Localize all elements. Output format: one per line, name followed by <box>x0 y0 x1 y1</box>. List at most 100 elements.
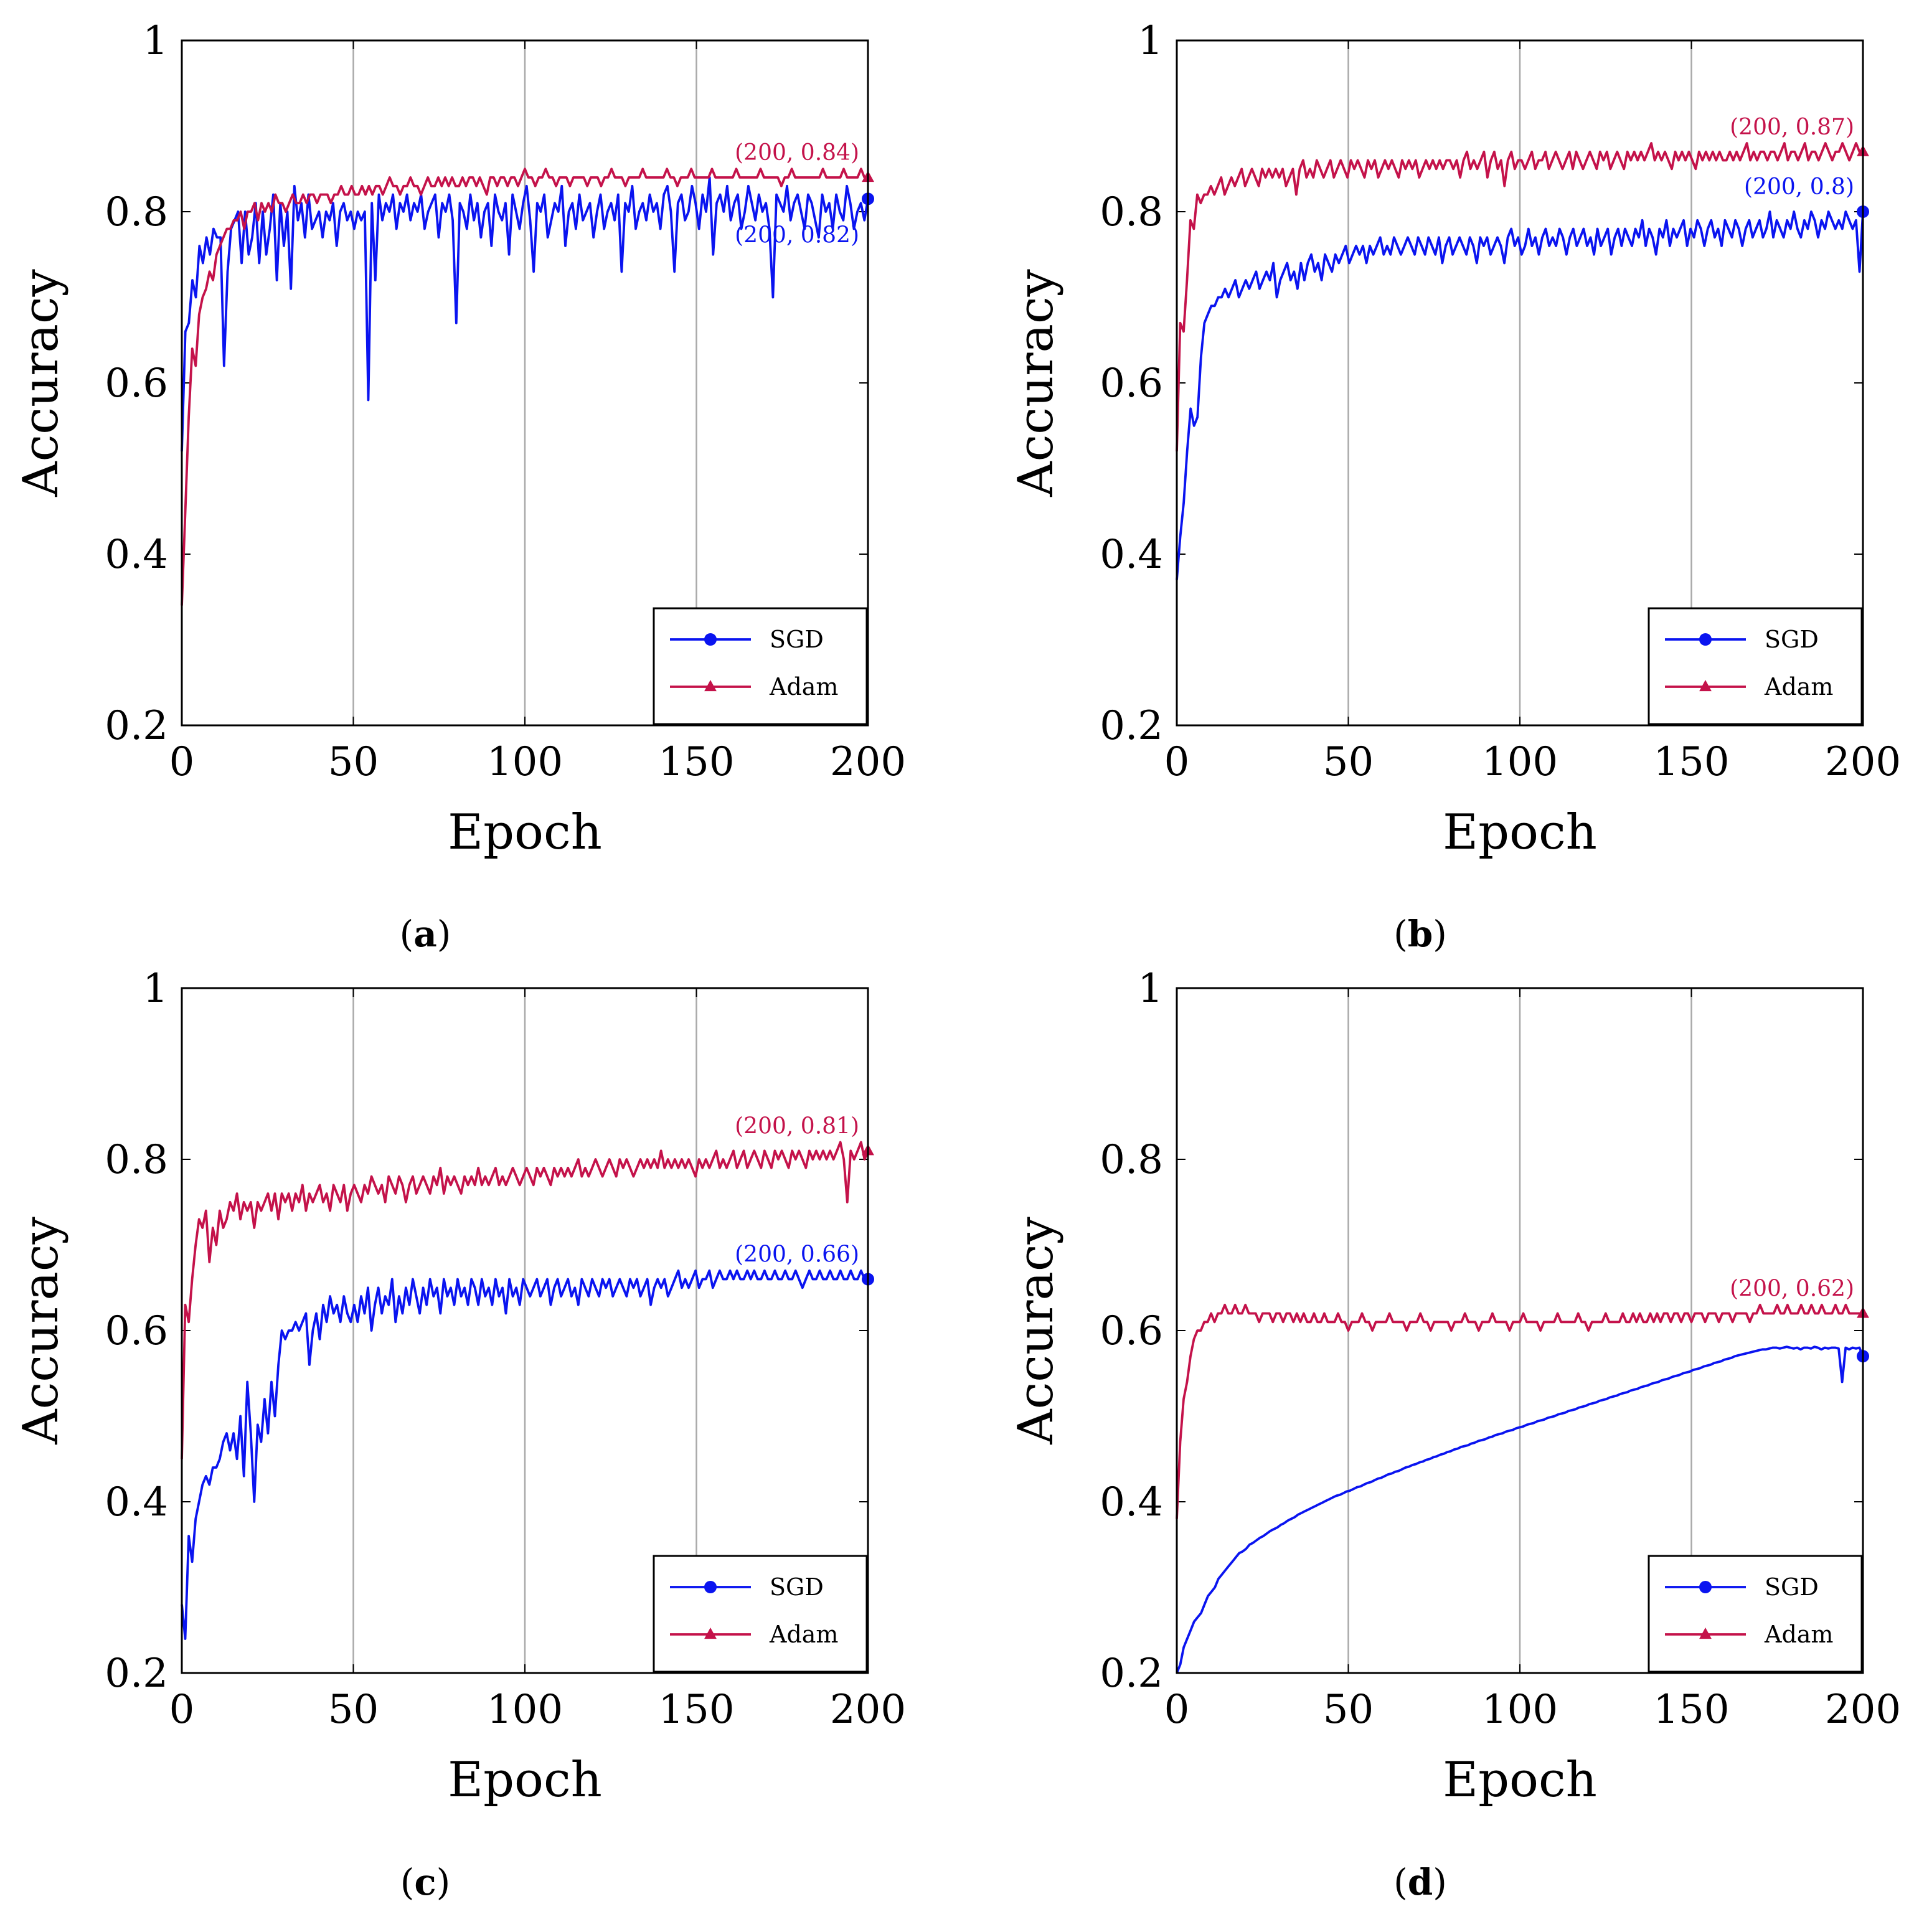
legend-box <box>653 607 868 725</box>
plot-frame <box>181 39 869 727</box>
annotation-adam: (200, 0.87) <box>1730 115 1854 140</box>
panel-letter: d <box>1408 1861 1433 1903</box>
y-axis-label: Accuracy <box>13 1217 69 1444</box>
panel-caption: (d) <box>1393 1861 1447 1903</box>
series-line-adam <box>181 167 868 606</box>
legend-marker-sgd <box>1699 633 1712 646</box>
x-tick-label: 200 <box>830 739 906 785</box>
x-tick-label: 100 <box>487 1687 563 1733</box>
y-tick-label: 0.6 <box>105 1308 168 1354</box>
legend: SGD Adam <box>1648 607 1863 725</box>
annotation-adam: (200, 0.84) <box>735 140 859 166</box>
x-tick-label: 50 <box>1323 1687 1374 1733</box>
legend-box <box>1648 1555 1863 1673</box>
legend-label-sgd: SGD <box>770 626 824 653</box>
x-tick-label: 200 <box>1825 1687 1901 1733</box>
x-tick-label: 150 <box>1653 739 1729 785</box>
legend-marker-adam <box>1699 1628 1712 1639</box>
y-tick-label: 1 <box>143 966 168 1012</box>
legend-marker-adam <box>704 1628 717 1639</box>
y-tick-label: 0.8 <box>1100 189 1163 235</box>
x-tick-label: 150 <box>1653 1687 1729 1733</box>
x-tick-label: 0 <box>1164 739 1190 785</box>
x-tick-label: 100 <box>1482 739 1558 785</box>
legend-marker-sgd <box>1699 1581 1712 1593</box>
legend-label-adam: Adam <box>769 673 838 700</box>
x-tick-label: 200 <box>830 1687 906 1733</box>
series-line-sgd <box>1176 210 1864 580</box>
series-line-sgd <box>181 1269 868 1640</box>
panel-caption: (b) <box>1393 913 1447 955</box>
x-tick-label: 0 <box>169 739 195 785</box>
x-tick-label: 150 <box>658 1687 734 1733</box>
legend-label-sgd: SGD <box>1765 626 1819 653</box>
x-tick-label: 50 <box>328 1687 379 1733</box>
panel-letter: c <box>414 1861 436 1903</box>
x-tick-label: 150 <box>658 739 734 785</box>
x-axis-label: Epoch <box>1443 1752 1597 1808</box>
chart-panel-c: 0 50 100 150 200 0.2 0.4 0.6 0.8 1 (200, 0.66) (200… <box>13 966 906 1903</box>
x-tick-label: 100 <box>487 739 563 785</box>
y-tick-label: 0.4 <box>1100 1479 1163 1525</box>
x-axis-label: Epoch <box>448 804 602 860</box>
legend-label-sgd: SGD <box>1765 1573 1819 1601</box>
legend-marker-sgd <box>704 1581 717 1593</box>
y-tick-label: 0.2 <box>105 1651 168 1697</box>
y-tick-label: 0.6 <box>1100 360 1163 407</box>
y-tick-label: 0.8 <box>1100 1137 1163 1183</box>
legend: SGD Adam <box>1648 1555 1863 1673</box>
x-axis-label: Epoch <box>448 1752 602 1808</box>
y-axis-label: Accuracy <box>13 269 69 497</box>
annotation-adam: (200, 0.81) <box>735 1113 859 1139</box>
plot-frame <box>181 987 869 1674</box>
legend-label-adam: Adam <box>769 1621 838 1648</box>
plot-frame <box>1176 39 1864 727</box>
legend-label-sgd: SGD <box>770 1573 824 1601</box>
y-tick-label: 1 <box>1138 966 1163 1012</box>
legend-marker-adam <box>1699 680 1712 692</box>
y-tick-label: 0.2 <box>105 703 168 749</box>
y-tick-label: 0.4 <box>105 1479 168 1525</box>
chart-panel-d: 0 50 100 150 200 0.2 0.4 0.6 0.8 1 (200, 0.62) SGD A… <box>1008 966 1901 1903</box>
panel-caption: (c) <box>400 1861 451 1903</box>
y-tick-label: 0.8 <box>105 1137 168 1183</box>
annotation-sgd: (200, 0.66) <box>735 1242 859 1268</box>
x-tick-label: 0 <box>1164 1687 1190 1733</box>
legend: SGD Adam <box>653 607 868 725</box>
y-tick-label: 1 <box>1138 18 1163 64</box>
y-axis-label: Accuracy <box>1008 1217 1064 1444</box>
y-axis-label: Accuracy <box>1008 269 1064 497</box>
x-tick-label: 0 <box>169 1687 195 1733</box>
x-axis-label: Epoch <box>1443 804 1597 860</box>
y-tick-label: 0.6 <box>105 360 168 407</box>
chart-panel-a: 0 50 100 150 200 0.2 0.4 0.6 0.8 1 (200, 0.82) (200… <box>13 18 906 955</box>
x-tick-label: 200 <box>1825 739 1901 785</box>
x-tick-label: 100 <box>1482 1687 1558 1733</box>
y-tick-label: 0.4 <box>1100 532 1163 578</box>
panel-letter: b <box>1408 913 1433 955</box>
annotation-adam: (200, 0.62) <box>1730 1276 1854 1302</box>
x-tick-label: 50 <box>328 739 379 785</box>
annotation-sgd: (200, 0.82) <box>735 222 859 248</box>
series-line-sgd <box>1176 1345 1864 1674</box>
y-tick-label: 0.6 <box>1100 1308 1163 1354</box>
legend-marker-adam <box>704 680 717 692</box>
legend: SGD Adam <box>653 1555 868 1673</box>
chart-panel-b: 0 50 100 150 200 0.2 0.4 0.6 0.8 1 (200, 0.8) (200,… <box>1008 18 1901 955</box>
panel-letter: a <box>413 913 437 955</box>
legend-box <box>653 1555 868 1673</box>
series-line-adam <box>1176 1303 1863 1519</box>
panel-caption: (a) <box>400 913 451 955</box>
annotation-sgd: (200, 0.8) <box>1744 174 1854 200</box>
y-tick-label: 1 <box>143 18 168 64</box>
y-tick-label: 0.4 <box>105 532 168 578</box>
series-line-adam <box>181 1141 869 1459</box>
series-line-adam <box>1176 142 1863 452</box>
legend-label-adam: Adam <box>1764 1621 1833 1648</box>
y-tick-label: 0.2 <box>1100 1651 1163 1697</box>
legend-label-adam: Adam <box>1764 673 1833 700</box>
x-tick-label: 50 <box>1323 739 1374 785</box>
legend-marker-sgd <box>704 633 717 646</box>
y-tick-label: 0.2 <box>1100 703 1163 749</box>
